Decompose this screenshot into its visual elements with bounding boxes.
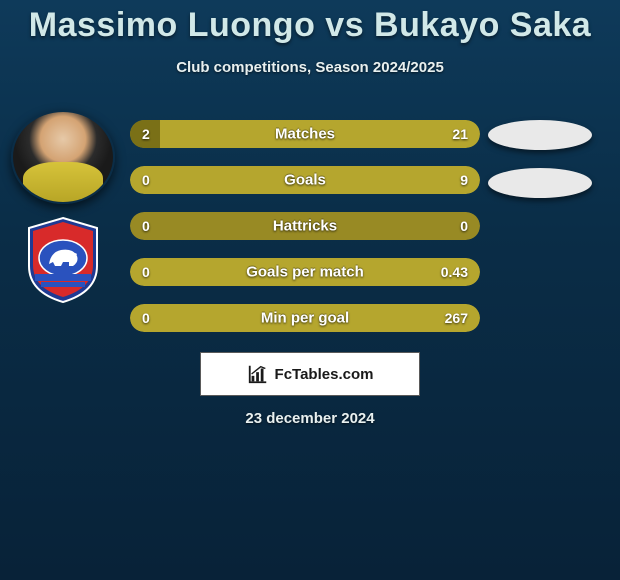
club-badge [23,216,103,304]
subtitle: Club competitions, Season 2024/2025 [0,59,620,76]
stat-row: 0 Hattricks 0 [130,212,480,240]
stat-label: Goals per match [246,264,364,281]
stat-row: 0 Min per goal 267 [130,304,480,332]
stat-value-left: 0 [142,218,150,234]
left-column [8,110,118,304]
stat-row: 2 Matches 21 [130,120,480,148]
stat-value-left: 0 [142,264,150,280]
stat-value-right: 267 [445,310,468,326]
stat-row: 0 Goals per match 0.43 [130,258,480,286]
date-text: 23 december 2024 [0,410,620,427]
page-title: Massimo Luongo vs Bukayo Saka [0,0,620,45]
stat-value-left: 2 [142,126,150,142]
stat-value-right: 0.43 [441,264,468,280]
stat-value-right: 21 [452,126,468,142]
stat-label: Min per goal [261,310,349,327]
blank-pill [488,168,592,198]
stat-value-right: 9 [460,172,468,188]
stat-label: Hattricks [273,218,337,235]
stat-value-right: 0 [460,218,468,234]
logo-text: FcTables.com [275,366,374,383]
right-column [488,120,608,198]
stat-value-left: 0 [142,172,150,188]
fctables-logo: FcTables.com [200,352,420,396]
stat-value-left: 0 [142,310,150,326]
stats-bars: 2 Matches 21 0 Goals 9 0 Hattricks 0 0 Goals per m… [130,120,480,332]
blank-pill [488,120,592,150]
stat-label: Goals [284,172,326,189]
stat-label: Matches [275,126,335,143]
stat-row: 0 Goals 9 [130,166,480,194]
chart-icon [247,363,269,385]
player-avatar [11,110,115,204]
